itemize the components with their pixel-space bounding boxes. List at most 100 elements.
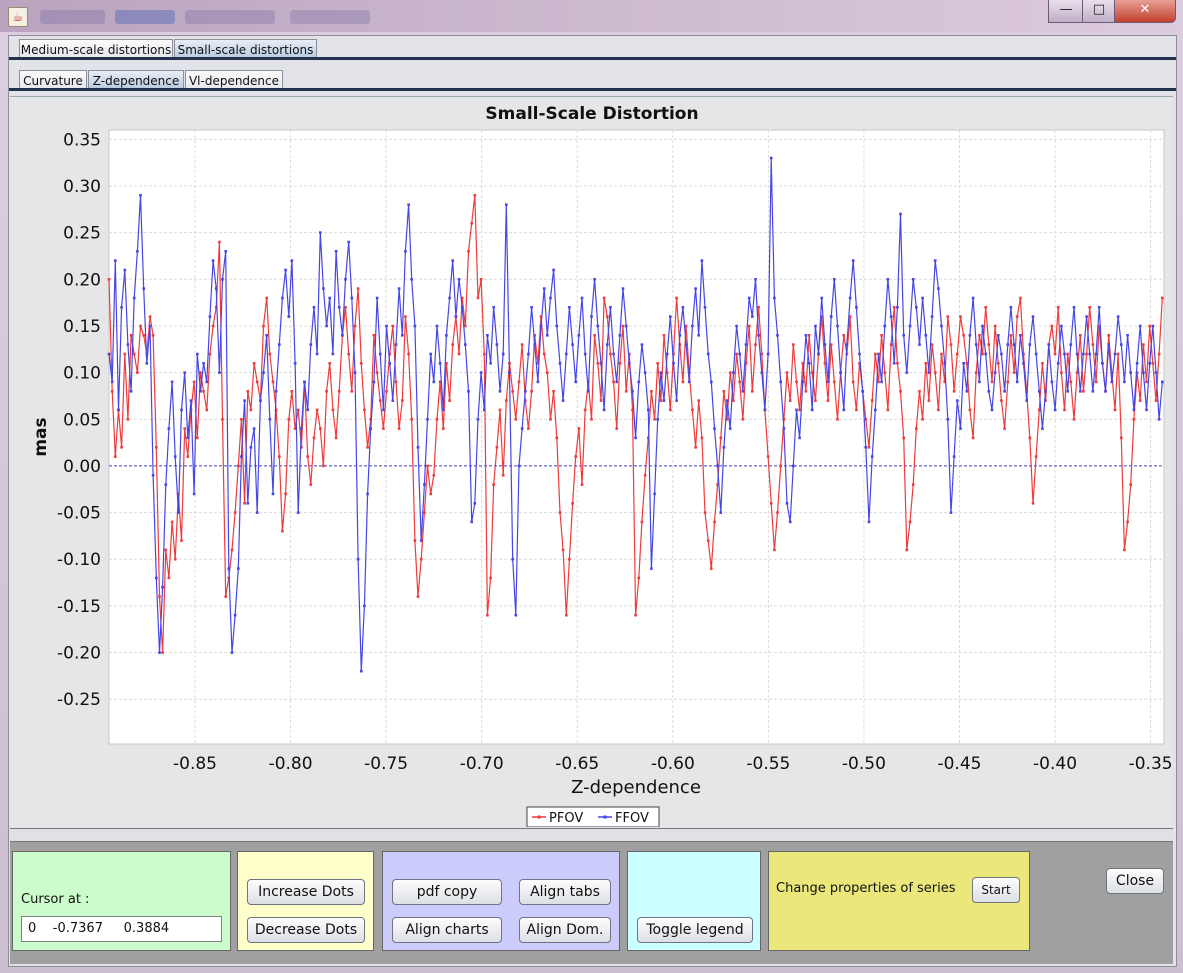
data-point-ffov <box>590 315 593 318</box>
data-point-ffov <box>672 362 675 365</box>
data-point-pfov <box>984 306 987 309</box>
tab-small-scale-distortions[interactable]: Small-scale distortions <box>174 39 317 59</box>
data-point-pfov <box>1041 362 1044 365</box>
data-point-pfov <box>814 399 817 402</box>
data-point-pfov <box>722 390 726 393</box>
data-point-ffov <box>296 511 300 514</box>
data-point-pfov <box>940 352 943 356</box>
data-point-ffov <box>1142 371 1145 374</box>
toggle-legend-button[interactable]: Toggle legend <box>637 917 753 943</box>
data-point-pfov <box>205 408 209 412</box>
data-point-pfov <box>378 399 382 402</box>
small-scale-distortion-chart[interactable]: 0.35 0.30 0.25 0.20 0.15 0.10 0.05 0.00 -0.05 -0.… <box>10 97 1173 827</box>
data-point-pfov <box>656 362 659 365</box>
data-point-pfov <box>498 408 502 412</box>
align-charts-button[interactable]: Align charts <box>392 917 502 943</box>
data-point-ffov <box>407 203 410 206</box>
maximize-button[interactable]: □ <box>1082 0 1116 23</box>
data-point-ffov <box>1022 362 1025 365</box>
y-tick-label: 0.00 <box>63 457 101 477</box>
data-point-ffov <box>155 576 158 580</box>
data-point-ffov <box>993 371 997 374</box>
data-point-pfov <box>486 613 489 617</box>
x-tick-label: -0.65 <box>555 754 599 774</box>
legend[interactable] <box>526 806 660 827</box>
data-point-ffov <box>426 418 429 421</box>
y-tick-label: 0.30 <box>63 177 101 197</box>
data-point-ffov <box>423 483 426 486</box>
data-point-ffov <box>511 557 514 561</box>
tab-medium-scale-distortions[interactable]: Medium-scale distortions <box>19 39 173 59</box>
tab-curvature[interactable]: Curvature <box>19 70 87 90</box>
data-point-pfov <box>804 390 808 393</box>
window-titlebar[interactable]: ☕ — □ ✕ <box>0 0 1183 32</box>
legend-marker-pfov <box>537 815 541 819</box>
data-point-pfov <box>810 371 814 374</box>
data-point-ffov <box>710 380 713 384</box>
data-point-ffov <box>968 334 972 337</box>
data-point-ffov <box>378 352 382 356</box>
data-point-ffov <box>833 278 836 281</box>
tab-vl-dependence[interactable]: Vl-dependence <box>185 70 283 90</box>
data-point-pfov <box>199 371 202 374</box>
data-point-ffov <box>930 315 934 318</box>
data-point-pfov <box>792 343 795 346</box>
y-tick-label: 0.25 <box>63 224 101 244</box>
data-point-pfov <box>296 408 300 412</box>
data-point-pfov <box>1044 399 1047 402</box>
data-point-ffov <box>473 502 477 505</box>
data-point-ffov <box>867 520 871 524</box>
data-point-ffov <box>1047 343 1051 346</box>
close-window-button[interactable]: ✕ <box>1114 0 1176 23</box>
data-point-pfov <box>110 390 114 393</box>
data-point-pfov <box>640 520 644 524</box>
data-point-ffov <box>1097 306 1101 309</box>
data-point-ffov <box>262 371 265 374</box>
data-point-pfov <box>192 380 196 384</box>
data-point-ffov <box>464 343 467 346</box>
data-point-ffov <box>952 455 956 458</box>
decrease-dots-button[interactable]: Decrease Dots <box>247 917 365 943</box>
cursor-position-field[interactable]: 0 -0.7367 0.3884 <box>21 916 222 942</box>
data-point-ffov <box>684 343 688 346</box>
data-point-pfov <box>697 399 700 402</box>
data-point-pfov <box>366 446 369 449</box>
data-point-ffov <box>1157 418 1161 421</box>
data-point-ffov <box>1110 380 1114 384</box>
data-point-pfov <box>1107 334 1110 337</box>
data-point-pfov <box>889 343 893 346</box>
data-point-ffov <box>508 371 511 374</box>
increase-dots-button[interactable]: Increase Dots <box>247 879 365 905</box>
data-point-ffov <box>1079 390 1082 393</box>
series-properties-box: Change properties of series Start <box>768 851 1030 951</box>
data-point-pfov <box>319 427 322 430</box>
data-point-ffov <box>754 278 757 281</box>
data-point-ffov <box>703 306 707 309</box>
y-tick-label: -0.15 <box>57 597 101 617</box>
data-point-ffov <box>874 408 877 412</box>
data-point-ffov <box>634 436 637 440</box>
data-point-ffov <box>300 427 303 430</box>
data-point-pfov <box>959 315 962 318</box>
data-point-pfov <box>795 380 798 384</box>
data-point-pfov <box>530 390 533 393</box>
align-dom-button[interactable]: Align Dom. <box>519 917 611 943</box>
data-point-pfov <box>1012 371 1016 374</box>
data-point-pfov <box>1142 343 1145 346</box>
align-tabs-button[interactable]: Align tabs <box>519 879 611 905</box>
data-point-pfov <box>905 548 909 552</box>
data-point-pfov <box>511 390 514 393</box>
outer-tab-bar: Medium-scale distortions Small-scale dis… <box>9 36 1176 60</box>
start-button[interactable]: Start <box>972 877 1020 903</box>
close-button[interactable]: Close <box>1106 868 1164 894</box>
pdf-copy-button[interactable]: pdf copy <box>392 879 502 905</box>
data-point-ffov <box>836 324 839 328</box>
data-point-pfov <box>864 418 868 421</box>
tab-z-dependence[interactable]: Z-dependence <box>88 70 184 90</box>
data-point-pfov <box>612 380 615 384</box>
minimize-button[interactable]: — <box>1048 0 1084 23</box>
data-point-pfov <box>911 483 915 486</box>
data-point-pfov <box>719 436 723 440</box>
x-tick-label: -0.45 <box>937 754 981 774</box>
data-point-ffov <box>375 296 379 300</box>
